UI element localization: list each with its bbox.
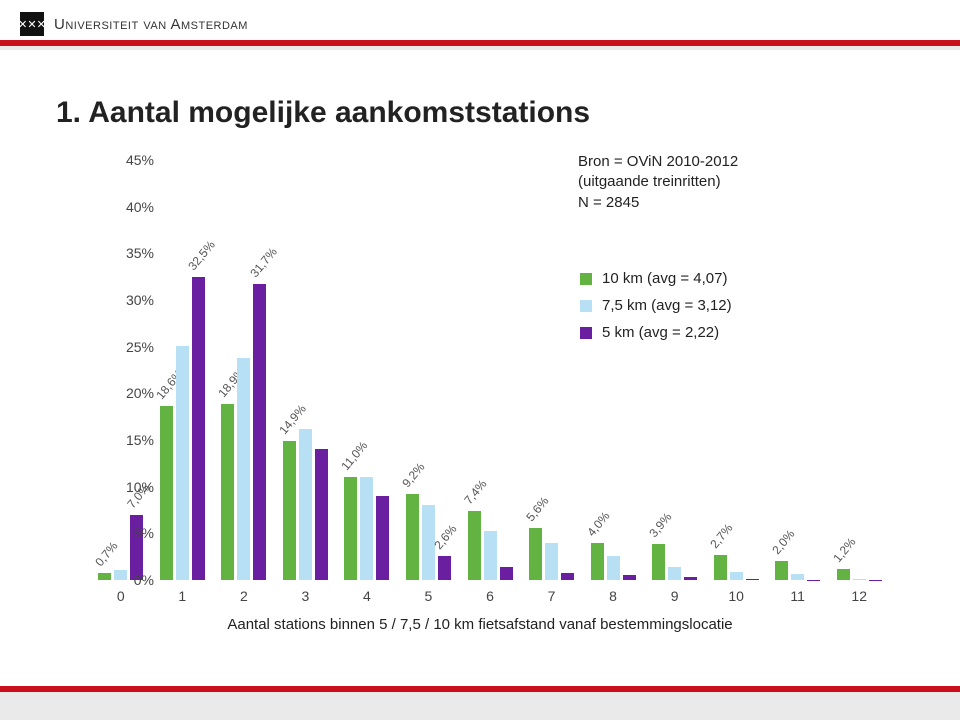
bar (853, 579, 866, 580)
bar-value-label: 4,0% (584, 509, 612, 539)
x-tick-label: 9 (660, 588, 690, 604)
bar (283, 441, 296, 580)
bar (176, 346, 189, 580)
bar (484, 531, 497, 580)
bar-value-label: 2,6% (432, 522, 460, 552)
bar (652, 544, 665, 580)
bar (160, 406, 173, 580)
bar-value-label: 1,2% (830, 535, 858, 565)
x-tick-label: 1 (167, 588, 197, 604)
page-title: 1. Aantal mogelijke aankomststations (56, 96, 590, 130)
x-tick-label: 4 (352, 588, 382, 604)
y-tick-label: 15% (104, 432, 154, 448)
x-tick-label: 5 (413, 588, 443, 604)
y-tick-label: 10% (104, 479, 154, 495)
y-tick-label: 30% (104, 292, 154, 308)
bar (775, 561, 788, 580)
bar (730, 572, 743, 580)
bar (746, 579, 759, 580)
bar-value-label: 32,5% (186, 238, 219, 273)
bar (623, 575, 636, 580)
footer-grey-stripe (0, 692, 960, 720)
bar (714, 555, 727, 580)
bar (221, 404, 234, 580)
x-tick-label: 0 (106, 588, 136, 604)
y-tick-label: 20% (104, 385, 154, 401)
bar-value-label: 5,6% (523, 494, 551, 524)
x-tick-label: 12 (844, 588, 874, 604)
bar-value-label: 2,0% (769, 527, 797, 557)
logo: ✕✕✕ Universiteit van Amsterdam (20, 12, 248, 36)
x-tick-label: 11 (783, 588, 813, 604)
y-tick-label: 25% (104, 339, 154, 355)
bar (360, 477, 373, 580)
bar (529, 528, 542, 580)
x-tick-label: 6 (475, 588, 505, 604)
bar-value-label: 0,7% (92, 540, 120, 570)
logo-mark-icon: ✕✕✕ (20, 12, 44, 36)
header: ✕✕✕ Universiteit van Amsterdam (0, 0, 960, 52)
org-name: Universiteit van Amsterdam (54, 16, 248, 33)
bar (315, 449, 328, 580)
footer (0, 686, 960, 720)
y-tick-label: 5% (104, 525, 154, 541)
x-tick-label: 7 (537, 588, 567, 604)
bar-value-label: 7,4% (461, 477, 489, 507)
bar (668, 567, 681, 580)
y-tick-label: 0% (104, 572, 154, 588)
header-grey-stripe (0, 46, 960, 50)
x-tick-label: 3 (290, 588, 320, 604)
bar (344, 477, 357, 580)
bar (837, 569, 850, 580)
x-tick-label: 10 (721, 588, 751, 604)
bar (237, 358, 250, 580)
y-tick-label: 45% (104, 152, 154, 168)
bar-value-label: 2,7% (707, 521, 735, 551)
bar-value-label: 11,0% (338, 439, 370, 473)
bar (438, 556, 451, 580)
bar (406, 494, 419, 580)
bar (299, 429, 312, 580)
bar (684, 577, 697, 580)
bar (253, 284, 266, 580)
bar (607, 556, 620, 580)
bar (192, 277, 205, 580)
chart-plot-area: 0,7%7,0%18,6%32,5%18,9%31,7%14,9%11,0%9,… (90, 160, 890, 580)
bar (561, 573, 574, 580)
x-axis-title: Aantal stations binnen 5 / 7,5 / 10 km f… (0, 616, 960, 633)
x-tick-label: 2 (229, 588, 259, 604)
y-tick-label: 35% (104, 245, 154, 261)
bar (500, 567, 513, 580)
bar (545, 543, 558, 580)
y-tick-label: 40% (104, 199, 154, 215)
bar (591, 543, 604, 580)
bar (791, 574, 804, 580)
bar-value-label: 31,7% (247, 245, 280, 280)
bar-value-label: 9,2% (400, 460, 428, 490)
bar (468, 511, 481, 580)
bar-value-label: 3,9% (646, 510, 674, 540)
x-tick-label: 8 (598, 588, 628, 604)
bar (376, 496, 389, 580)
